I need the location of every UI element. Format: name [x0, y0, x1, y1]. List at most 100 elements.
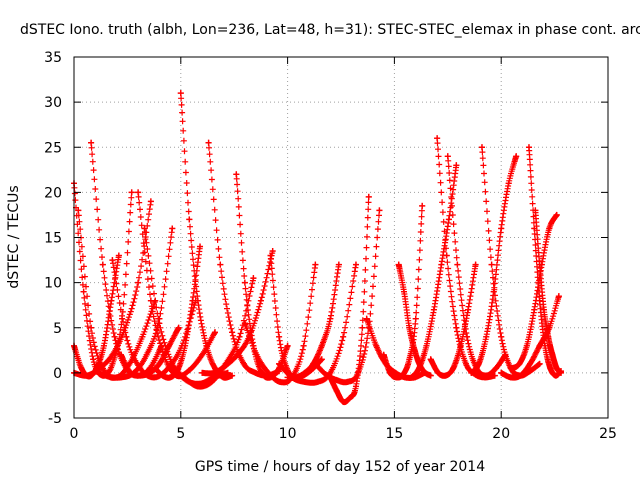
y-tick-label: -5: [48, 411, 62, 427]
data-marks: [71, 90, 565, 406]
data-point: [505, 180, 512, 187]
data-point: [359, 324, 366, 331]
data-point: [475, 360, 482, 367]
data-point: [127, 369, 134, 376]
data-point: [412, 315, 419, 322]
data-point: [269, 248, 276, 255]
series-arc-35: [532, 207, 565, 376]
data-point: [438, 261, 445, 268]
data-point: [546, 225, 553, 232]
data-point: [240, 360, 247, 367]
data-point: [401, 288, 408, 295]
series-arc-10: [117, 324, 182, 379]
data-point: [517, 372, 524, 379]
data-point: [146, 369, 153, 376]
data-point: [483, 372, 490, 379]
data-point: [468, 369, 475, 376]
data-point: [205, 139, 212, 146]
data-point: [387, 369, 394, 376]
data-point: [155, 315, 162, 322]
data-point: [166, 342, 173, 349]
y-tick-label: 5: [53, 321, 62, 337]
series-arc-33: [525, 144, 565, 379]
data-point: [552, 372, 559, 379]
data-point: [92, 368, 99, 375]
data-point: [344, 378, 351, 385]
data-point: [189, 297, 196, 304]
data-point: [277, 378, 284, 385]
data-point: [105, 373, 112, 380]
y-tick-label: 30: [44, 95, 62, 111]
data-point: [128, 189, 135, 196]
data-point: [312, 261, 319, 268]
series-arc-25: [380, 202, 426, 381]
data-point: [109, 257, 116, 264]
data-point: [293, 374, 300, 381]
data-point: [135, 279, 142, 286]
data-point: [175, 324, 182, 331]
data-point: [250, 275, 257, 282]
data-point: [532, 207, 539, 214]
data-point: [395, 261, 402, 268]
data-point: [301, 378, 308, 385]
series-arc-26: [434, 135, 498, 381]
data-point: [117, 374, 124, 381]
data-point: [234, 351, 241, 358]
data-point: [423, 342, 430, 349]
data-point: [434, 135, 441, 142]
data-point: [210, 369, 217, 376]
data-point: [536, 360, 543, 367]
data-point: [186, 216, 193, 223]
data-point: [152, 365, 159, 372]
series-arc-31: [468, 153, 520, 376]
data-point: [531, 306, 538, 313]
data-point: [454, 261, 461, 268]
y-tick-label: 35: [44, 50, 62, 66]
data-point: [406, 324, 413, 331]
data-point: [399, 371, 406, 378]
data-point: [427, 372, 434, 379]
data-point: [186, 367, 193, 374]
x-tick-label: 20: [492, 426, 510, 442]
data-point: [457, 342, 464, 349]
data-point: [527, 360, 534, 367]
data-point: [111, 333, 118, 340]
data-point: [233, 171, 240, 178]
data-point: [525, 144, 532, 151]
data-point: [422, 369, 429, 376]
y-tick-label: 10: [44, 276, 62, 292]
data-point: [109, 351, 116, 358]
series-arc-22: [327, 193, 372, 406]
data-point: [90, 356, 97, 363]
data-point: [135, 189, 142, 196]
y-tick-label: 25: [44, 140, 62, 156]
data-point: [229, 372, 236, 379]
data-point: [435, 369, 442, 376]
x-tick-label: 0: [70, 426, 79, 442]
data-point: [265, 369, 272, 376]
data-point: [117, 351, 124, 358]
data-point: [442, 372, 449, 379]
data-point: [318, 342, 325, 349]
data-point: [335, 261, 342, 268]
data-point: [545, 333, 552, 340]
data-point: [492, 365, 499, 372]
data-point: [445, 216, 452, 223]
series-arc-11: [177, 90, 236, 381]
data-point: [194, 297, 201, 304]
chart-title: dSTEC Iono. truth (albh, Lon=236, Lat=48…: [20, 22, 640, 38]
data-point: [181, 374, 188, 381]
data-point: [547, 365, 554, 372]
data-point: [182, 342, 189, 349]
data-point: [393, 374, 400, 381]
data-point: [88, 139, 95, 146]
data-point: [427, 356, 434, 363]
data-point: [314, 378, 321, 385]
data-point: [241, 279, 248, 286]
data-point: [340, 333, 347, 340]
data-point: [536, 261, 543, 268]
data-point: [363, 315, 370, 322]
data-point: [241, 320, 248, 327]
data-point: [109, 360, 116, 367]
